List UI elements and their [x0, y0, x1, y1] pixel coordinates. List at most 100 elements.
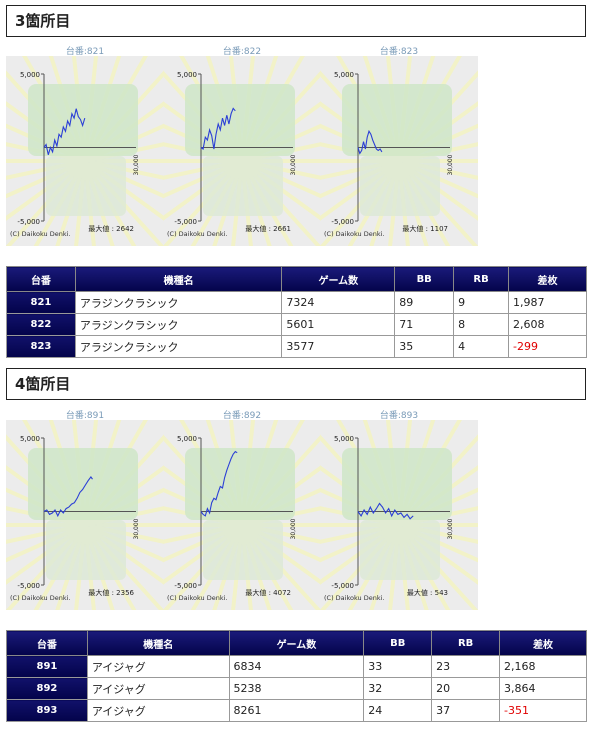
table-row: 822 アラジンクラシック 5601 71 8 2,608: [6, 313, 587, 336]
series-line: [200, 450, 238, 517]
series-line: [357, 129, 383, 155]
diff-cell: -351: [499, 699, 587, 722]
x-tick-label: 30,000: [290, 518, 297, 539]
col-header-diff: 差枚: [499, 630, 587, 656]
table-row: 823 アラジンクラシック 3577 35 4 -299: [6, 335, 587, 358]
y-tick-label: -5,000: [174, 218, 197, 226]
copyright-label: (C) Daikoku Denki.: [167, 594, 228, 602]
chart-card-891: 台番:891 5,000 -5,000 30,000 最大値 : 2356 (C) Da…: [6, 408, 164, 610]
series-line: [43, 475, 93, 518]
machine-table-3: 台番 機種名 ゲーム数 BB RB 差枚 821 アラジンクラシック 7324 …: [6, 266, 587, 358]
chart-card-823: 台番:823 5,000 -5,000 30,000 最大値 : 1107 (C) Da…: [320, 44, 478, 246]
table-row: 891 アイジャグ 6834 33 23 2,168: [6, 655, 587, 678]
x-tick-label: 30,000: [133, 154, 140, 175]
col-header-diff: 差枚: [508, 266, 587, 292]
rb-cell: 20: [431, 677, 501, 700]
model-name-cell: アイジャグ: [86, 655, 230, 678]
machine-number-cell[interactable]: 823: [6, 335, 76, 358]
chart-card-893: 台番:893 5,000 -5,000 30,000 最大値 : 543 (C) Dai…: [320, 408, 478, 610]
col-header-number: 台番: [6, 630, 88, 656]
section-title: 4箇所目: [15, 375, 71, 393]
chart-plot: 5,000 -5,000 30,000 最大値 : 2642 (C) Daikoku D…: [6, 56, 164, 246]
y-tick-label: 5,000: [334, 71, 354, 79]
decor-machine-panel: [28, 448, 138, 520]
series-line: [200, 107, 236, 150]
games-cell: 8261: [228, 699, 365, 722]
machine-number-cell[interactable]: 892: [6, 677, 88, 700]
col-header-model: 機種名: [74, 266, 283, 292]
series-line: [357, 502, 414, 520]
y-tick-label: 5,000: [20, 71, 40, 79]
max-value-label: 最大値 : 2642: [88, 224, 134, 233]
y-tick-label: -5,000: [17, 218, 40, 226]
col-header-games: ゲーム数: [281, 266, 396, 292]
copyright-label: (C) Daikoku Denki.: [10, 594, 71, 602]
col-header-number: 台番: [6, 266, 76, 292]
chart-plot: 5,000 -5,000 30,000 最大値 : 1107 (C) Daikoku D…: [320, 56, 478, 246]
y-tick-label: 5,000: [20, 435, 40, 443]
col-header-games: ゲーム数: [228, 630, 365, 656]
y-tick-label: -5,000: [331, 218, 354, 226]
diff-cell: 1,987: [508, 291, 587, 314]
section-header-4: 4箇所目: [6, 368, 586, 400]
copyright-label: (C) Daikoku Denki.: [10, 230, 71, 238]
x-tick-label: 30,000: [447, 154, 454, 175]
chart-plot: 5,000 -5,000 30,000 最大値 : 4072 (C) Daikoku D…: [163, 420, 321, 610]
rb-cell: 9: [453, 291, 510, 314]
table-header-row: 台番 機種名 ゲーム数 BB RB 差枚: [6, 266, 587, 292]
machine-number-cell[interactable]: 893: [6, 699, 88, 722]
chart-card-822: 台番:822 5,000 -5,000 30,000 最大値 : 2661 (C) Da…: [163, 44, 321, 246]
table-row: 892 アイジャグ 5238 32 20 3,864: [6, 677, 587, 700]
games-cell: 3577: [281, 335, 396, 358]
decor-machine-panel: [342, 84, 452, 156]
max-value-label: 最大値 : 2661: [245, 224, 291, 233]
bb-cell: 71: [394, 313, 455, 336]
chart-plot: 5,000 -5,000 30,000 最大値 : 2661 (C) Daikoku D…: [163, 56, 321, 246]
table-row: 821 アラジンクラシック 7324 89 9 1,987: [6, 291, 587, 314]
model-name-cell: アラジンクラシック: [74, 313, 283, 336]
machine-number-cell[interactable]: 891: [6, 655, 88, 678]
y-tick-label: 5,000: [177, 435, 197, 443]
table-header-row: 台番 機種名 ゲーム数 BB RB 差枚: [6, 630, 587, 656]
max-value-label: 最大値 : 4072: [245, 588, 291, 597]
chart-card-892: 台番:892 5,000 -5,000 30,000 最大値 : 4072 (C) Da…: [163, 408, 321, 610]
max-value-label: 最大値 : 1107: [402, 224, 448, 233]
col-header-bb: BB: [394, 266, 455, 292]
y-tick-label: -5,000: [174, 582, 197, 590]
bb-cell: 89: [394, 291, 455, 314]
machine-number-cell[interactable]: 822: [6, 313, 76, 336]
chart-label: 台番:891: [65, 411, 105, 421]
col-header-rb: RB: [431, 630, 501, 656]
x-tick-label: 30,000: [290, 154, 297, 175]
chart-label: 台番:892: [222, 411, 262, 421]
decor-machine-base: [360, 156, 440, 216]
rb-cell: 37: [431, 699, 501, 722]
max-value-label: 最大値 : 2356: [88, 588, 134, 597]
copyright-label: (C) Daikoku Denki.: [324, 230, 385, 238]
copyright-label: (C) Daikoku Denki.: [167, 230, 228, 238]
decor-machine-base: [360, 520, 440, 580]
x-tick-label: 30,000: [447, 518, 454, 539]
games-cell: 7324: [281, 291, 396, 314]
machine-table-4: 台番 機種名 ゲーム数 BB RB 差枚 891 アイジャグ 6834 33 2…: [6, 630, 587, 722]
copyright-label: (C) Daikoku Denki.: [324, 594, 385, 602]
machine-number-cell[interactable]: 821: [6, 291, 76, 314]
games-cell: 5238: [228, 677, 365, 700]
decor-machine-base: [203, 156, 283, 216]
diff-cell: 3,864: [499, 677, 587, 700]
chart-plot: 5,000 -5,000 30,000 最大値 : 2356 (C) Daikoku D…: [6, 420, 164, 610]
decor-machine-base: [203, 520, 283, 580]
model-name-cell: アラジンクラシック: [74, 291, 283, 314]
games-cell: 6834: [228, 655, 365, 678]
diff-cell: -299: [508, 335, 587, 358]
rb-cell: 8: [453, 313, 510, 336]
table-row: 893 アイジャグ 8261 24 37 -351: [6, 699, 587, 722]
chart-label: 台番:821: [65, 47, 105, 57]
section-title: 3箇所目: [15, 12, 71, 30]
y-tick-label: -5,000: [331, 582, 354, 590]
series-line: [43, 108, 86, 155]
y-tick-label: -5,000: [17, 582, 40, 590]
chart-label: 台番:893: [379, 411, 419, 421]
rb-cell: 23: [431, 655, 501, 678]
diff-cell: 2,608: [508, 313, 587, 336]
